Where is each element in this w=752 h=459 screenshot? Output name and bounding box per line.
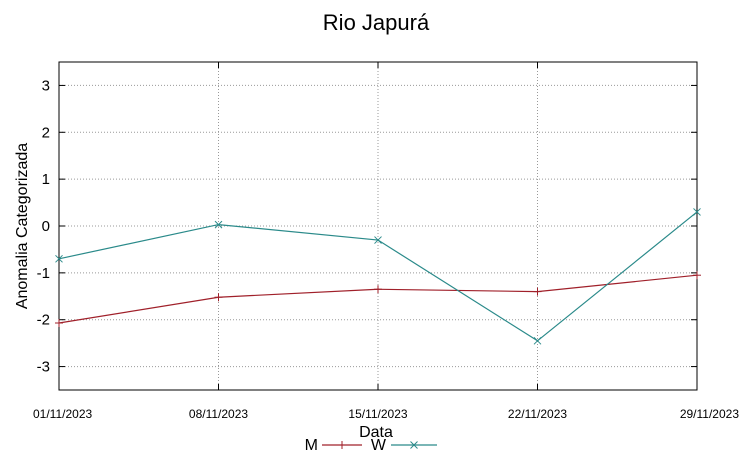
y-tick-label: -3 [37,359,50,376]
marker-cross [214,220,223,229]
chart-title: Rio Japurá [323,10,430,35]
series-line-W [58,211,698,342]
data-point-M [374,285,382,294]
y-tick-label: 0 [42,218,50,235]
x-tick-label: 22/11/2023 [508,407,567,421]
data-point-W [55,254,63,263]
y-tick-label: 3 [42,77,50,94]
data-point-W [214,220,223,229]
legend-marker [410,441,418,449]
data-point-M [214,293,223,302]
legend-label-M: M [305,437,318,454]
data-point-M [693,271,701,280]
y-tick-label: -1 [37,265,50,282]
x-tick-label: 29/11/2023 [680,407,739,421]
y-tick-label: 2 [42,124,50,141]
x-axis-label: Data [359,424,393,441]
x-tick-label: 15/11/2023 [348,407,407,421]
marker-cross [55,254,63,263]
y-tick-label: -2 [37,312,50,329]
x-tick-label: 08/11/2023 [189,407,248,421]
y-tick-label: 1 [42,171,50,188]
series-group [55,208,701,345]
data-point-M [533,287,542,296]
y-axis: 3 2 1 0 -1 -2 -3 [37,77,697,376]
marker-cross [693,208,701,216]
marker-cross [533,336,542,345]
data-point-W [533,336,542,345]
marker-cross [374,236,382,244]
grid [59,62,697,390]
x-axis: 01/11/2023 08/11/2023 15/11/2023 22/11/2023… [33,62,739,421]
y-axis-label: Anomalia Categorizada [14,143,31,309]
data-point-W [693,208,701,216]
x-tick-label: 01/11/2023 [33,407,92,421]
data-point-M [55,318,63,327]
legend-label-W: W [371,437,387,454]
data-point-W [374,236,382,244]
